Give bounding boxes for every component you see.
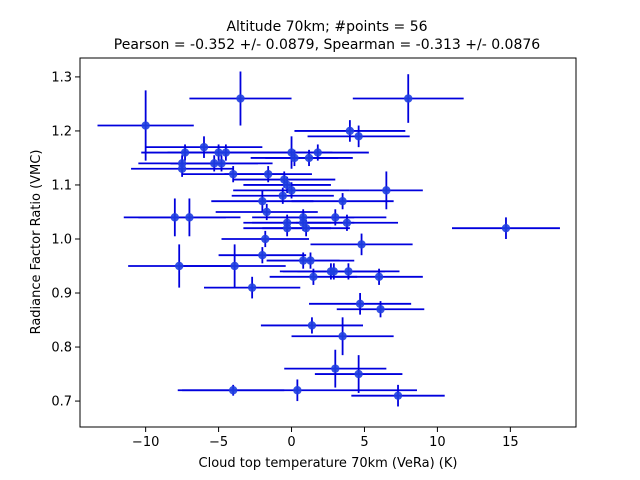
data-point [278,191,287,200]
data-point [501,223,511,233]
data-point [236,94,245,103]
data-point [287,186,296,195]
data-point [221,148,231,157]
data-point [258,250,267,260]
data-points [141,94,511,400]
data-point [331,213,340,222]
plot-area [79,57,577,428]
data-point [217,159,226,168]
data-point [263,169,273,179]
data-point [185,213,194,222]
data-point [393,391,403,400]
y-tick-label: 1.2 [51,124,72,139]
chart-title: Altitude 70km; #points = 56 [226,19,427,35]
data-point [307,321,317,330]
y-axis-label: Radiance Factor Ratio (VMC) [29,150,44,335]
data-point [170,213,180,222]
x-axis: −10 −5 0 5 10 15 [132,427,519,450]
data-point [262,207,271,217]
data-point [230,261,239,271]
x-tick-label: −5 [209,435,228,450]
y-tick-label: 1.0 [51,232,72,247]
data-point [210,159,219,168]
y-axis: 0.7 0.8 0.9 1.0 1.1 1.2 1.3 [51,70,80,410]
y-tick-label: 0.8 [51,341,72,356]
data-point [354,132,363,141]
data-point [301,223,311,233]
data-point [247,283,257,292]
chart-subtitle: Pearson = -0.352 +/- 0.0879, Spearman = … [114,37,540,53]
data-point [261,234,270,244]
data-point [175,261,184,271]
data-point [228,386,238,395]
data-point [357,240,366,249]
data-point [177,164,187,173]
x-tick-label: 10 [429,435,446,450]
data-point [293,386,302,395]
data-point [258,196,267,206]
data-point [306,256,315,265]
data-point [345,126,355,136]
data-point [199,142,209,152]
x-axis-label: Cloud top temperature 70km (VeRa) (K) [199,456,458,471]
data-point [355,299,365,309]
data-point [141,121,150,130]
data-point [342,218,352,227]
data-point [354,369,363,379]
data-point [376,305,385,314]
data-point [344,267,353,276]
data-point [214,148,223,157]
data-point [374,272,384,282]
data-point [180,148,190,157]
data-point [309,272,318,282]
x-tick-label: −10 [132,435,159,450]
y-tick-label: 1.3 [51,70,72,85]
data-point [329,267,339,276]
data-point [313,148,322,157]
x-tick-label: 5 [360,435,368,450]
data-point [282,223,292,233]
data-point [228,169,238,179]
plot-frame [79,57,577,428]
data-point [338,332,347,341]
data-point [299,256,308,265]
data-point [304,153,314,163]
y-tick-label: 0.7 [51,395,72,410]
x-tick-label: 0 [287,435,295,450]
x-tick-label: 15 [502,435,519,450]
data-point [338,196,347,206]
data-point [404,94,413,103]
y-tick-label: 1.1 [51,178,72,193]
y-tick-label: 0.9 [51,287,72,302]
data-point [382,186,391,195]
data-point [290,153,299,163]
data-point [331,364,340,373]
